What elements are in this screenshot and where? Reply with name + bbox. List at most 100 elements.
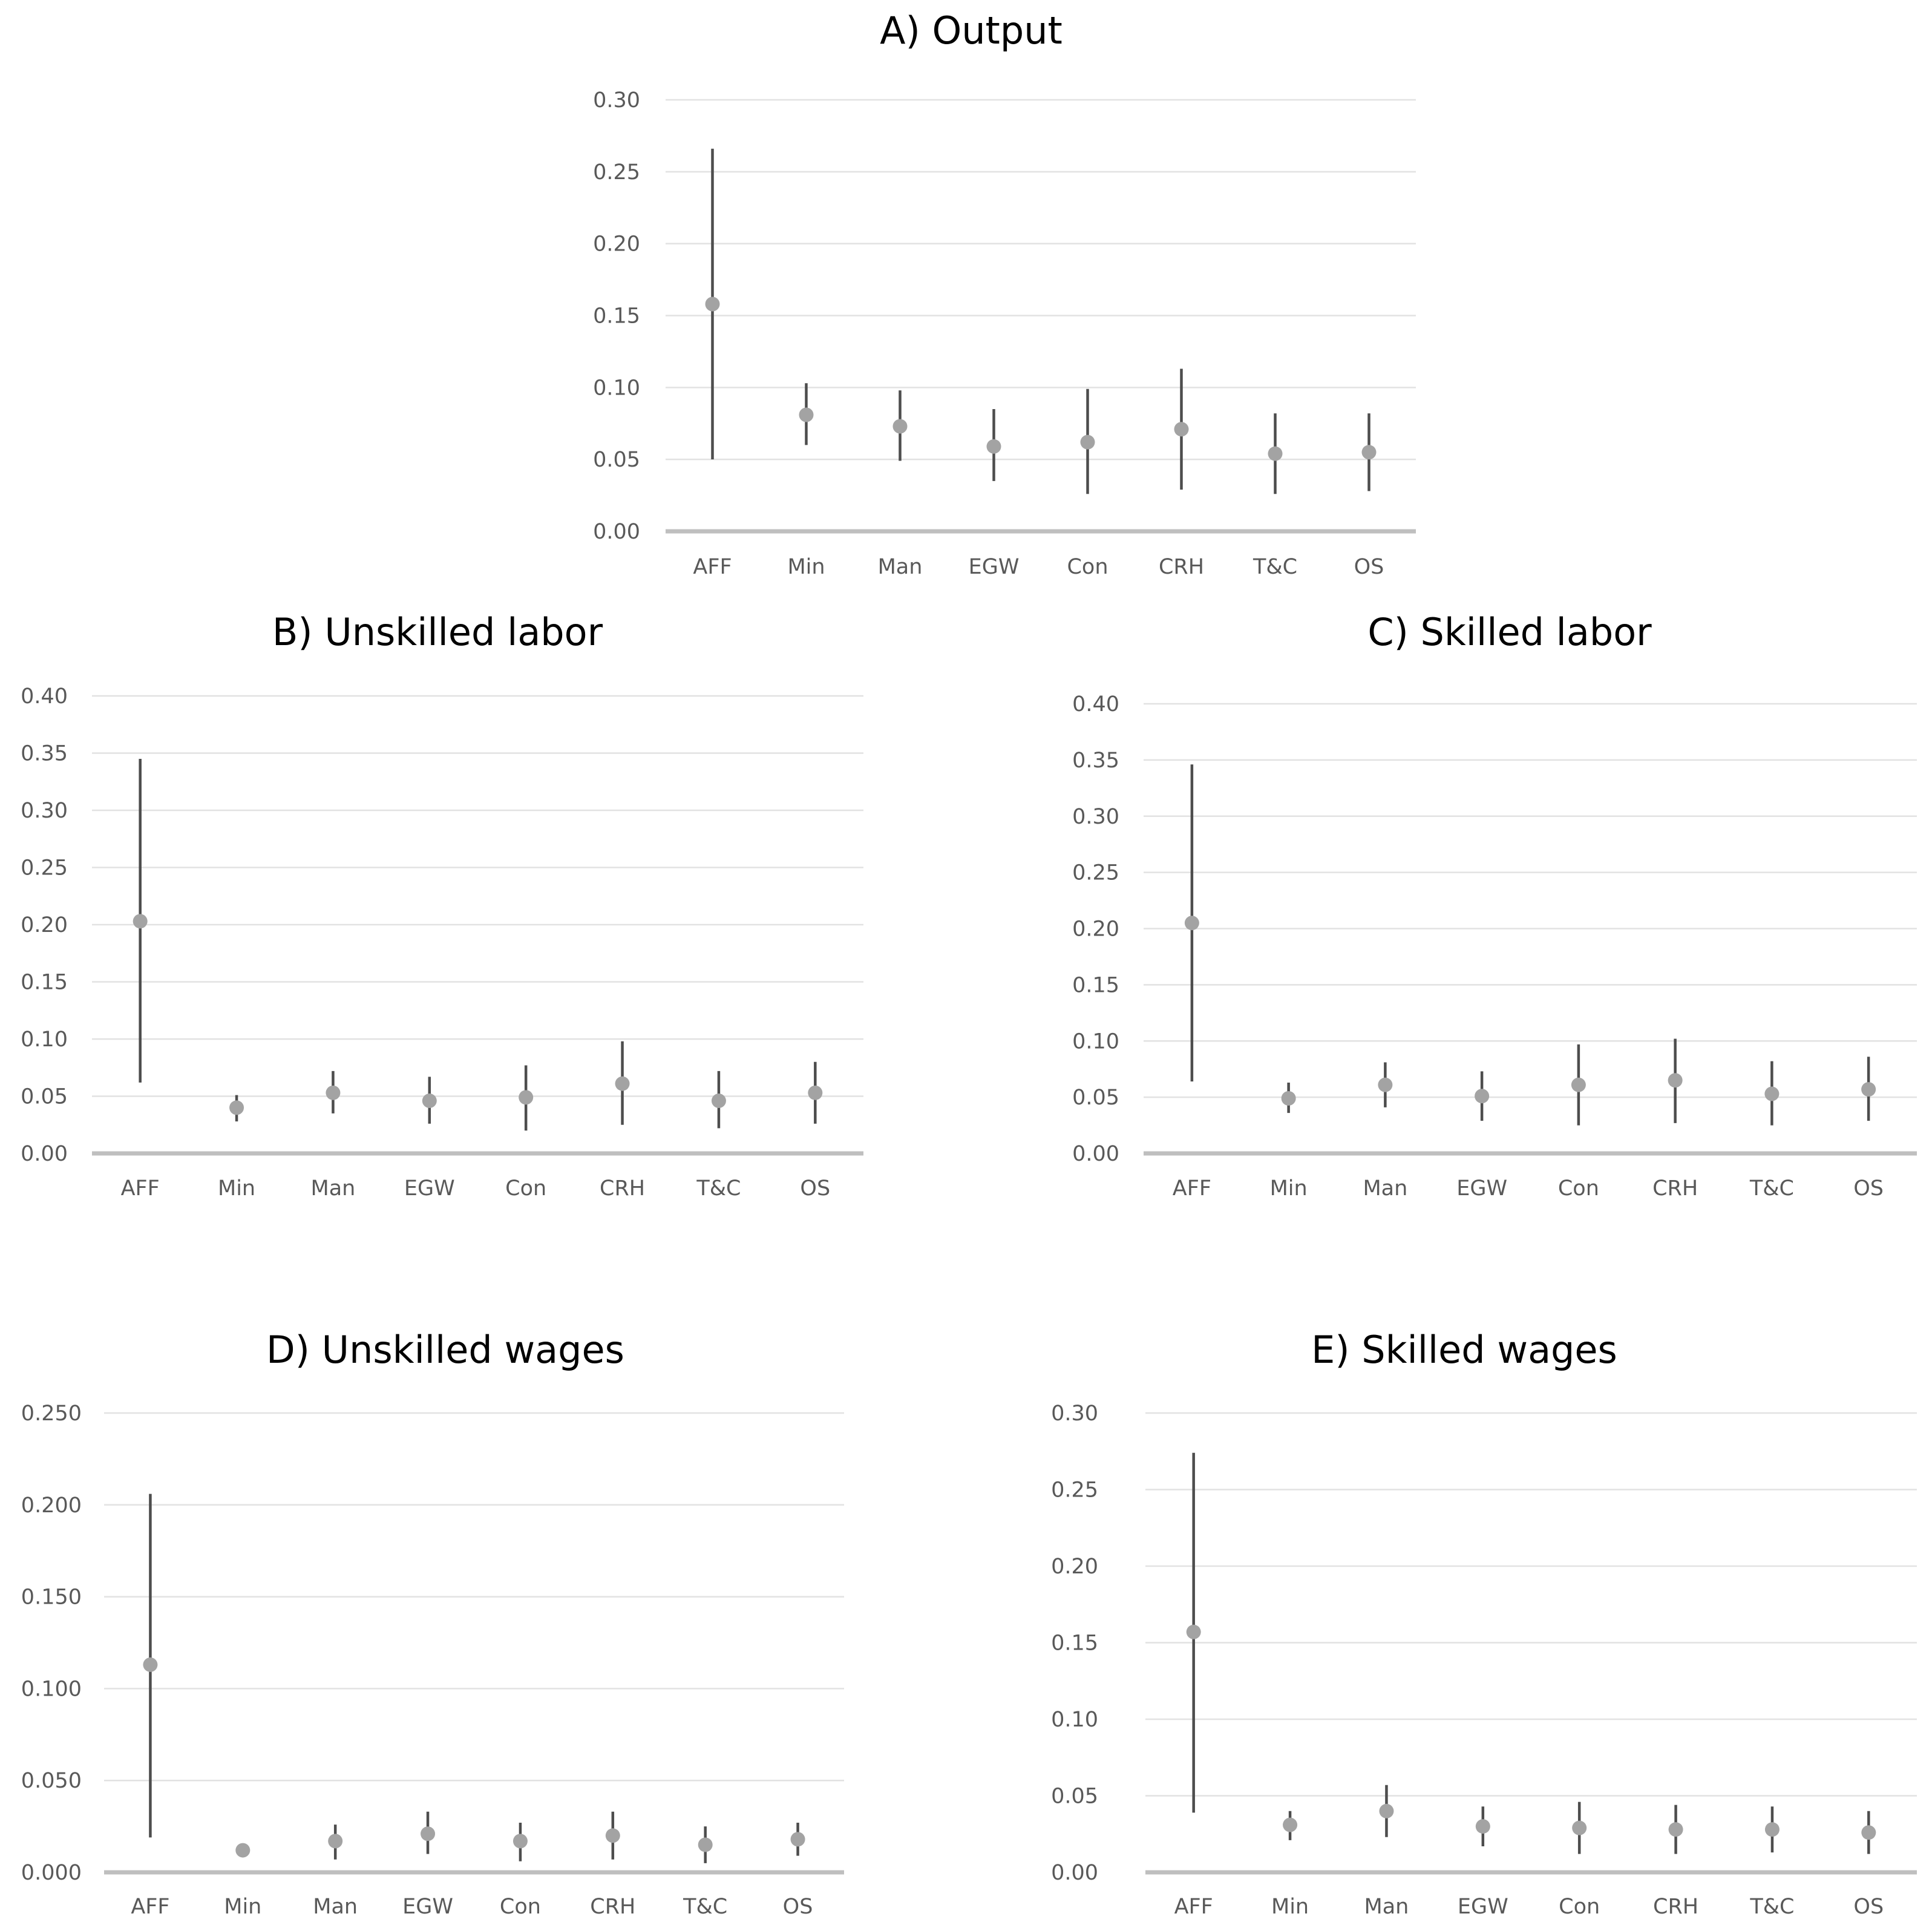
y-tick-label: 0.050 bbox=[21, 1769, 82, 1793]
x-tick-label: Min bbox=[224, 1895, 261, 1919]
data-point bbox=[711, 1094, 726, 1109]
x-tick-label: Con bbox=[500, 1895, 541, 1919]
y-tick-label: 0.10 bbox=[593, 376, 640, 400]
x-tick-label: EGW bbox=[969, 555, 1020, 579]
data-point bbox=[512, 1834, 528, 1849]
chart-title: D) Unskilled wages bbox=[266, 1328, 624, 1372]
y-tick-label: 0.15 bbox=[21, 971, 68, 995]
x-tick-label: CRH bbox=[1653, 1895, 1698, 1919]
x-tick-label: T&C bbox=[696, 1176, 741, 1201]
data-point bbox=[799, 407, 814, 422]
x-tick-label: OS bbox=[1354, 555, 1384, 579]
x-tick-label: Man bbox=[1363, 1176, 1407, 1201]
data-point bbox=[986, 439, 1001, 454]
data-point bbox=[421, 1826, 436, 1841]
y-tick-label: 0.20 bbox=[1072, 917, 1119, 942]
x-tick-label: Con bbox=[1559, 1895, 1600, 1919]
chart-title: B) Unskilled labor bbox=[272, 610, 603, 654]
y-tick-label: 0.30 bbox=[593, 88, 640, 113]
y-tick-label: 0.10 bbox=[1072, 1029, 1119, 1054]
data-point bbox=[326, 1085, 341, 1100]
data-point bbox=[1283, 1817, 1298, 1832]
x-tick-label: T&C bbox=[1749, 1176, 1794, 1201]
y-tick-label: 0.100 bbox=[21, 1677, 82, 1701]
x-tick-label: EGW bbox=[402, 1895, 453, 1919]
data-point bbox=[1764, 1822, 1780, 1837]
data-point bbox=[605, 1828, 620, 1843]
y-tick-label: 0.20 bbox=[593, 232, 640, 257]
chart-unskilled-labor: B) Unskilled labor 0.00 0.05 0.10 0.15 0.20 0.… bbox=[21, 610, 863, 1201]
y-tick-label: 0.30 bbox=[1072, 805, 1119, 829]
x-tick-label: OS bbox=[1853, 1895, 1884, 1919]
data-point bbox=[1379, 1803, 1394, 1818]
x-tick-label: CRH bbox=[1159, 555, 1204, 579]
x-tick-label: AFF bbox=[1174, 1895, 1213, 1919]
x-tick-label: Min bbox=[218, 1176, 255, 1201]
data-point bbox=[1861, 1825, 1876, 1840]
chart-title: E) Skilled wages bbox=[1311, 1328, 1617, 1372]
y-tick-label: 0.40 bbox=[1072, 692, 1119, 716]
y-tick-label: 0.150 bbox=[21, 1585, 82, 1610]
x-tick-label: EGW bbox=[1458, 1895, 1508, 1919]
data-point bbox=[1361, 445, 1377, 460]
x-tick-label: AFF bbox=[131, 1895, 169, 1919]
y-tick-label: 0.00 bbox=[1072, 1142, 1119, 1166]
data-point bbox=[1184, 916, 1199, 931]
y-tick-label: 0.20 bbox=[1051, 1555, 1098, 1579]
x-tick-label: Min bbox=[1271, 1895, 1309, 1919]
y-tick-label: 0.200 bbox=[21, 1494, 82, 1518]
data-point bbox=[808, 1085, 823, 1100]
data-point bbox=[229, 1100, 244, 1115]
data-point bbox=[1268, 446, 1283, 461]
x-tick-label: AFF bbox=[1173, 1176, 1211, 1201]
y-tick-label: 0.20 bbox=[21, 913, 68, 937]
data-point bbox=[235, 1843, 251, 1858]
x-tick-label: OS bbox=[1853, 1176, 1884, 1201]
data-point bbox=[1475, 1089, 1490, 1104]
chart-skilled-labor: C) Skilled labor 0.00 0.05 0.10 0.15 0.20 0.25… bbox=[1072, 610, 1917, 1201]
data-point bbox=[133, 914, 148, 929]
data-point bbox=[1861, 1082, 1876, 1097]
data-point bbox=[705, 297, 720, 312]
x-tick-label: EGW bbox=[404, 1176, 455, 1201]
x-tick-label: T&C bbox=[1749, 1895, 1794, 1919]
y-tick-label: 0.250 bbox=[21, 1402, 82, 1426]
y-tick-label: 0.15 bbox=[593, 304, 640, 329]
data-point bbox=[790, 1832, 805, 1847]
data-point bbox=[1668, 1073, 1683, 1088]
y-tick-label: 0.30 bbox=[21, 799, 68, 823]
x-tick-label: Man bbox=[311, 1176, 356, 1201]
x-tick-label: CRH bbox=[590, 1895, 635, 1919]
y-tick-label: 0.00 bbox=[21, 1142, 68, 1166]
data-point bbox=[1572, 1820, 1587, 1835]
x-tick-label: CRH bbox=[600, 1176, 645, 1201]
data-point bbox=[1281, 1090, 1296, 1106]
data-point bbox=[1571, 1077, 1586, 1092]
data-point bbox=[1475, 1819, 1490, 1834]
x-tick-label: Min bbox=[1270, 1176, 1308, 1201]
data-point bbox=[892, 419, 908, 434]
chart-output: A) Output 0.00 0.05 0.10 0.15 0.20 0.25 0.30 AFF… bbox=[593, 8, 1416, 579]
chart-title: A) Output bbox=[880, 8, 1063, 53]
x-tick-label: AFF bbox=[121, 1176, 160, 1201]
x-tick-label: T&C bbox=[1253, 555, 1297, 579]
y-tick-label: 0.30 bbox=[1051, 1402, 1098, 1426]
x-tick-label: Con bbox=[1067, 555, 1108, 579]
data-point bbox=[519, 1090, 534, 1105]
data-point bbox=[1186, 1624, 1201, 1639]
y-tick-label: 0.00 bbox=[593, 520, 640, 544]
x-tick-label: Man bbox=[1364, 1895, 1409, 1919]
data-point bbox=[1764, 1086, 1780, 1101]
chart-unskilled-wages: D) Unskilled wages 0.000 0.050 0.100 0.150 0.… bbox=[21, 1328, 844, 1919]
data-point bbox=[1174, 422, 1189, 437]
x-tick-label: EGW bbox=[1456, 1176, 1507, 1201]
y-tick-label: 0.05 bbox=[1072, 1086, 1119, 1110]
x-tick-label: AFF bbox=[693, 555, 732, 579]
y-tick-label: 0.10 bbox=[1051, 1708, 1098, 1732]
x-tick-label: Con bbox=[505, 1176, 546, 1201]
x-tick-label: Man bbox=[878, 555, 923, 579]
x-tick-label: T&C bbox=[683, 1895, 727, 1919]
data-point bbox=[143, 1657, 158, 1672]
y-tick-label: 0.05 bbox=[21, 1085, 68, 1109]
